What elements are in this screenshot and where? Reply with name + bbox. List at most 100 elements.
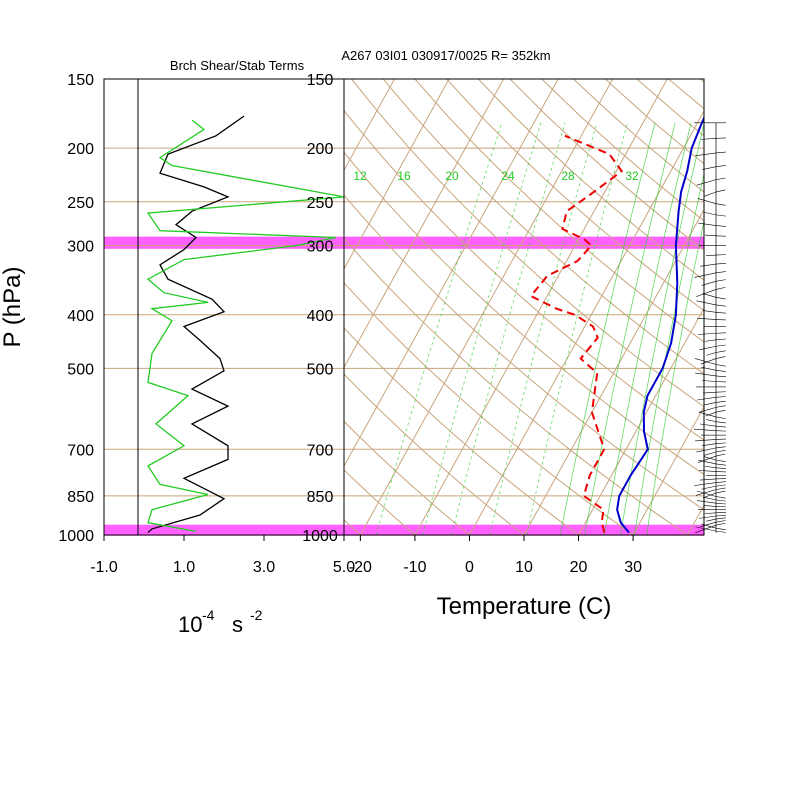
wind-barb xyxy=(715,405,726,408)
dry-adiabat xyxy=(344,327,579,535)
isotherm xyxy=(469,110,704,535)
dewpoint-profile xyxy=(529,134,624,533)
wind-barb xyxy=(715,409,726,413)
isotherm xyxy=(344,79,505,369)
wind-barb xyxy=(695,439,717,442)
isotherm xyxy=(359,79,614,535)
mixing-ratio-line xyxy=(451,122,566,535)
pressure-tick-label: 1000 xyxy=(302,528,338,545)
temperature-profile xyxy=(616,115,704,534)
wind-barb xyxy=(715,467,726,469)
dry-adiabat xyxy=(344,237,688,535)
pressure-tick-label: 400 xyxy=(307,308,334,325)
wind-barb xyxy=(697,500,717,504)
wind-barb xyxy=(703,310,717,313)
wind-barb xyxy=(701,485,717,490)
wind-barb xyxy=(703,451,717,456)
mixing-ratio-line xyxy=(489,122,598,535)
wind-barb xyxy=(700,358,717,365)
isotherm xyxy=(414,79,668,535)
pressure-tick-label: 850 xyxy=(67,489,94,506)
wind-barb xyxy=(706,352,717,356)
wind-barb xyxy=(698,459,717,465)
wind-barb xyxy=(715,446,726,449)
highlight-band-1 xyxy=(104,524,704,536)
pressure-tick-labels-mid: 150 200 250 300 400 500 700 850 1000 xyxy=(302,72,338,545)
mixing-ratio-label: 32 xyxy=(625,169,639,183)
mixing-ratio-label: 28 xyxy=(561,169,575,183)
mixing-ratio-label: 16 xyxy=(397,169,411,183)
wind-barb xyxy=(715,416,726,419)
wind-barb xyxy=(715,453,726,457)
dry-adiabat xyxy=(351,79,704,408)
wind-barb xyxy=(695,526,717,532)
wind-barb xyxy=(698,407,717,413)
wind-barb xyxy=(695,152,717,157)
wind-barb xyxy=(700,478,717,481)
left-x-axis-label: 10 -4 s -2 xyxy=(178,607,263,637)
pressure-tick-label: 850 xyxy=(307,489,334,506)
isotherm xyxy=(88,79,340,535)
temperature-tick-label: 10 xyxy=(515,559,533,576)
dry-adiabat xyxy=(382,79,704,375)
isotherm xyxy=(632,405,704,535)
wind-barb xyxy=(696,447,717,453)
wind-barb xyxy=(701,280,717,286)
wind-barb xyxy=(715,442,726,445)
wind-barb xyxy=(699,345,717,351)
pressure-tick-label: 150 xyxy=(67,72,94,89)
dry-adiabat xyxy=(344,151,704,476)
temperature-tick-label: 30 xyxy=(624,559,642,576)
wind-barb xyxy=(715,484,726,487)
wind-barb xyxy=(702,166,717,170)
left-xlabel-exp1: -4 xyxy=(202,607,215,623)
wind-barb xyxy=(715,304,726,307)
wind-barb xyxy=(699,412,717,418)
wind-barb xyxy=(715,530,726,533)
wind-barb xyxy=(696,289,717,297)
isotherm xyxy=(344,79,395,172)
pressure-tick-label: 200 xyxy=(67,141,94,158)
temperature-tick-label: -10 xyxy=(403,559,426,576)
wind-barb xyxy=(715,481,726,483)
left-x-tick-label: 5.0 xyxy=(333,559,355,576)
wind-barb xyxy=(696,179,717,186)
wind-barb xyxy=(715,177,726,180)
wind-barb xyxy=(704,456,717,461)
wind-barb xyxy=(697,397,717,401)
mixing-ratio-line xyxy=(375,122,503,535)
wind-barb xyxy=(715,520,726,523)
wind-barb xyxy=(715,214,726,217)
pressure-tick-label: 700 xyxy=(307,442,334,459)
wind-barb xyxy=(694,358,717,365)
wind-barb xyxy=(715,350,726,353)
mixing-ratio-line xyxy=(646,219,704,535)
wind-barb xyxy=(697,317,717,320)
wind-barb xyxy=(704,505,717,507)
wind-barb xyxy=(715,375,726,378)
wind-barb xyxy=(705,411,717,417)
wind-barb xyxy=(715,279,726,282)
wind-barb xyxy=(704,212,717,216)
isotherm xyxy=(523,208,704,535)
dry-adiabat xyxy=(509,79,704,251)
dry-adiabat xyxy=(668,79,704,110)
isotherm xyxy=(344,79,559,468)
pressure-tick-label: 500 xyxy=(67,361,94,378)
wind-barb xyxy=(715,262,726,265)
wind-barb xyxy=(715,527,726,531)
wind-barb xyxy=(715,203,726,206)
wind-barb xyxy=(694,428,717,432)
wind-barb xyxy=(715,514,726,517)
isotherm xyxy=(578,307,704,535)
wind-barb xyxy=(715,312,726,314)
pressure-tick-label: 1000 xyxy=(58,528,94,545)
wind-barb xyxy=(715,487,726,490)
wind-barb xyxy=(700,423,717,427)
wind-barb xyxy=(702,293,717,298)
mixing-ratio-line xyxy=(634,171,704,535)
pressure-tick-label: 500 xyxy=(307,361,334,378)
dry-adiabat xyxy=(344,469,416,535)
wind-barb xyxy=(715,496,726,499)
